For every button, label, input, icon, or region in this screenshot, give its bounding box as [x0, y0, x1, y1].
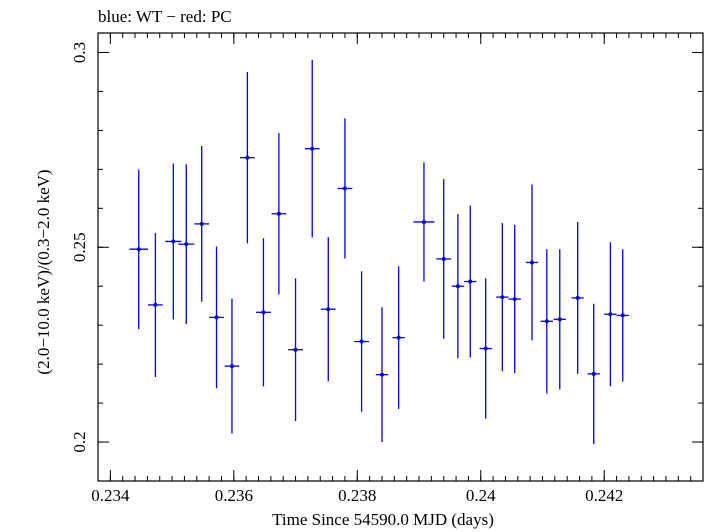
data-point: [508, 225, 521, 374]
y-axis-title: (2.0−10.0 keV)/(0.3−2.0 keV): [34, 169, 53, 374]
data-point: [436, 179, 452, 339]
x-axis: 0.234 0.236 0.238 0.24 0.242: [91, 33, 704, 505]
y-tick-label: 0.2: [70, 431, 89, 452]
data-point: [464, 205, 477, 358]
data-point: [540, 249, 553, 394]
data-marker: [441, 256, 446, 261]
data-point: [148, 232, 163, 377]
data-marker: [136, 247, 141, 252]
data-point: [571, 221, 584, 374]
data-point: [616, 249, 629, 382]
data-marker: [229, 364, 234, 369]
data-marker: [326, 307, 331, 312]
plot-frame: [97, 32, 704, 482]
data-marker: [557, 317, 562, 322]
data-marker: [483, 346, 488, 351]
y-axis: 0.2 0.25 0.3: [70, 42, 703, 482]
data-point: [496, 223, 509, 372]
data-point: [304, 59, 320, 238]
data-marker: [500, 295, 505, 300]
x-axis-title: Time Since 54590.0 MJD (days): [272, 510, 494, 529]
data-marker: [591, 371, 596, 376]
data-marker: [261, 310, 266, 315]
data-marker: [153, 302, 158, 307]
data-marker: [359, 339, 364, 344]
data-point: [354, 271, 370, 412]
chart-title: blue: WT − red: PC: [98, 7, 232, 26]
data-point: [337, 118, 353, 259]
data-marker: [529, 260, 534, 265]
data-marker: [396, 335, 401, 340]
data-point: [129, 169, 149, 330]
data-marker: [608, 312, 613, 317]
data-point: [256, 238, 271, 387]
data-marker: [512, 297, 517, 302]
data-point: [224, 298, 240, 434]
data-point: [375, 307, 389, 443]
data-marker: [379, 372, 384, 377]
data-marker: [171, 239, 176, 244]
data-marker: [310, 146, 315, 151]
data-point: [479, 278, 492, 419]
x-tick-label: 0.234: [91, 486, 130, 505]
data-point: [165, 163, 182, 320]
data-point: [178, 164, 195, 325]
y-tick-label: 0.3: [70, 42, 89, 63]
data-marker: [468, 279, 473, 284]
data-point: [194, 145, 210, 302]
data-marker: [455, 284, 460, 289]
data-point: [320, 237, 336, 382]
x-tick-label: 0.238: [338, 486, 376, 505]
data-point: [587, 303, 600, 444]
data-marker: [184, 242, 189, 247]
data-marker: [620, 313, 625, 318]
data-point: [209, 246, 224, 389]
data-point: [392, 266, 405, 409]
data-point: [413, 162, 435, 282]
data-series: [129, 59, 629, 444]
data-point: [288, 278, 303, 422]
data-point: [271, 133, 287, 295]
data-marker: [245, 155, 250, 160]
data-point: [604, 242, 617, 387]
data-marker: [421, 219, 426, 224]
data-marker: [575, 295, 580, 300]
x-tick-label: 0.236: [215, 486, 253, 505]
data-marker: [544, 319, 549, 324]
data-marker: [199, 221, 204, 226]
data-point: [553, 249, 566, 390]
data-marker: [214, 315, 219, 320]
y-tick-label: 0.25: [70, 232, 89, 262]
x-tick-label: 0.24: [466, 486, 496, 505]
x-tick-label: 0.242: [585, 486, 623, 505]
data-point: [525, 184, 539, 341]
data-point: [239, 71, 255, 244]
data-point: [451, 214, 465, 359]
data-marker: [276, 211, 281, 216]
data-marker: [293, 347, 298, 352]
data-marker: [342, 186, 347, 191]
